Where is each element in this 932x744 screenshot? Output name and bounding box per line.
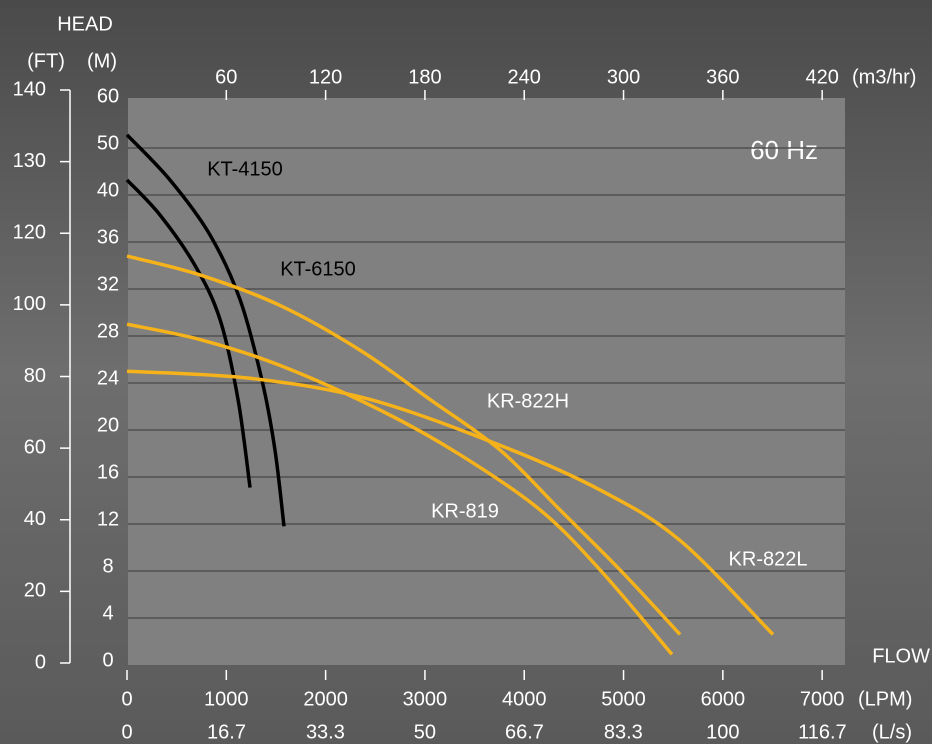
x-label: FLOW: [872, 645, 930, 667]
x2-tick-label: 66.7: [505, 721, 544, 743]
x-tick-label: 3000: [403, 688, 448, 710]
x2-unit: (L/s): [872, 721, 912, 743]
x2-tick-label: 0: [121, 721, 132, 743]
y2-tick-label: 60: [24, 436, 46, 458]
x3-tick-label: 180: [408, 66, 441, 88]
y2-tick-label: 130: [13, 150, 46, 172]
x-tick-label: 0: [121, 688, 132, 710]
y-tick-label: 60: [97, 85, 119, 107]
y-tick-label: 12: [97, 508, 119, 530]
y-tick-label: 4: [102, 602, 113, 624]
x-tick-label: 2000: [303, 688, 348, 710]
pump-curve: [126, 254, 682, 636]
y-tick-label: 36: [97, 226, 119, 248]
y-unit: (M): [87, 50, 117, 72]
x3-tick-label: 240: [508, 66, 541, 88]
pump-curve: [125, 133, 286, 527]
annotation: 60 Hz: [750, 135, 818, 165]
x3-tick-label: 120: [309, 66, 342, 88]
x3-tick-label: 360: [706, 66, 739, 88]
x2-tick-label: 83.3: [604, 721, 643, 743]
y-tick-label: 40: [97, 179, 119, 201]
y-tick-label: 28: [97, 320, 119, 342]
x-tick-label: 1000: [204, 688, 249, 710]
curve-label: KR-822H: [487, 390, 569, 412]
pump-curve: [125, 178, 252, 488]
pump-curve: [126, 322, 674, 656]
x3-tick-label: 300: [607, 66, 640, 88]
y2-tick-label: 0: [35, 651, 46, 673]
y2-tick-label: 140: [13, 78, 46, 100]
curve-label: KR-822L: [729, 548, 808, 570]
x-tick-label: 7000: [800, 688, 845, 710]
x3-unit: (m3/hr): [852, 66, 916, 88]
y2-tick-label: 120: [13, 222, 46, 244]
y-tick-label: 8: [102, 555, 113, 577]
y-tick-label: 32: [97, 273, 119, 295]
x2-tick-label: 33.3: [306, 721, 345, 743]
y2-tick-label: 80: [24, 365, 46, 387]
x2-tick-label: 116.7: [798, 721, 847, 743]
curve-label: KT-4150: [207, 158, 283, 180]
y-label: HEAD: [57, 13, 113, 35]
curve-label: KT-6150: [280, 258, 356, 280]
x2-tick-label: 50: [414, 721, 436, 743]
y-tick-label: 24: [97, 367, 119, 389]
x2-tick-label: 16.7: [207, 721, 246, 743]
y-tick-label: 16: [97, 461, 119, 483]
x-unit: (LPM): [858, 688, 912, 710]
y2-tick-label: 20: [24, 580, 46, 602]
y-tick-label: 20: [97, 414, 119, 436]
x2-tick-label: 100: [706, 721, 739, 743]
x-tick-label: 5000: [601, 688, 646, 710]
x-tick-label: 4000: [502, 688, 547, 710]
y-tick-label: 50: [97, 132, 119, 154]
pump-curve: [126, 369, 775, 636]
y2-tick-label: 40: [24, 508, 46, 530]
x-tick-label: 6000: [701, 688, 746, 710]
curve-label: KR-819: [431, 500, 499, 522]
y-tick-label: 0: [102, 649, 113, 671]
x3-tick-label: 60: [215, 66, 237, 88]
y2-tick-label: 100: [13, 293, 46, 315]
x3-tick-label: 420: [805, 66, 838, 88]
y2-unit: (FT): [27, 50, 65, 72]
